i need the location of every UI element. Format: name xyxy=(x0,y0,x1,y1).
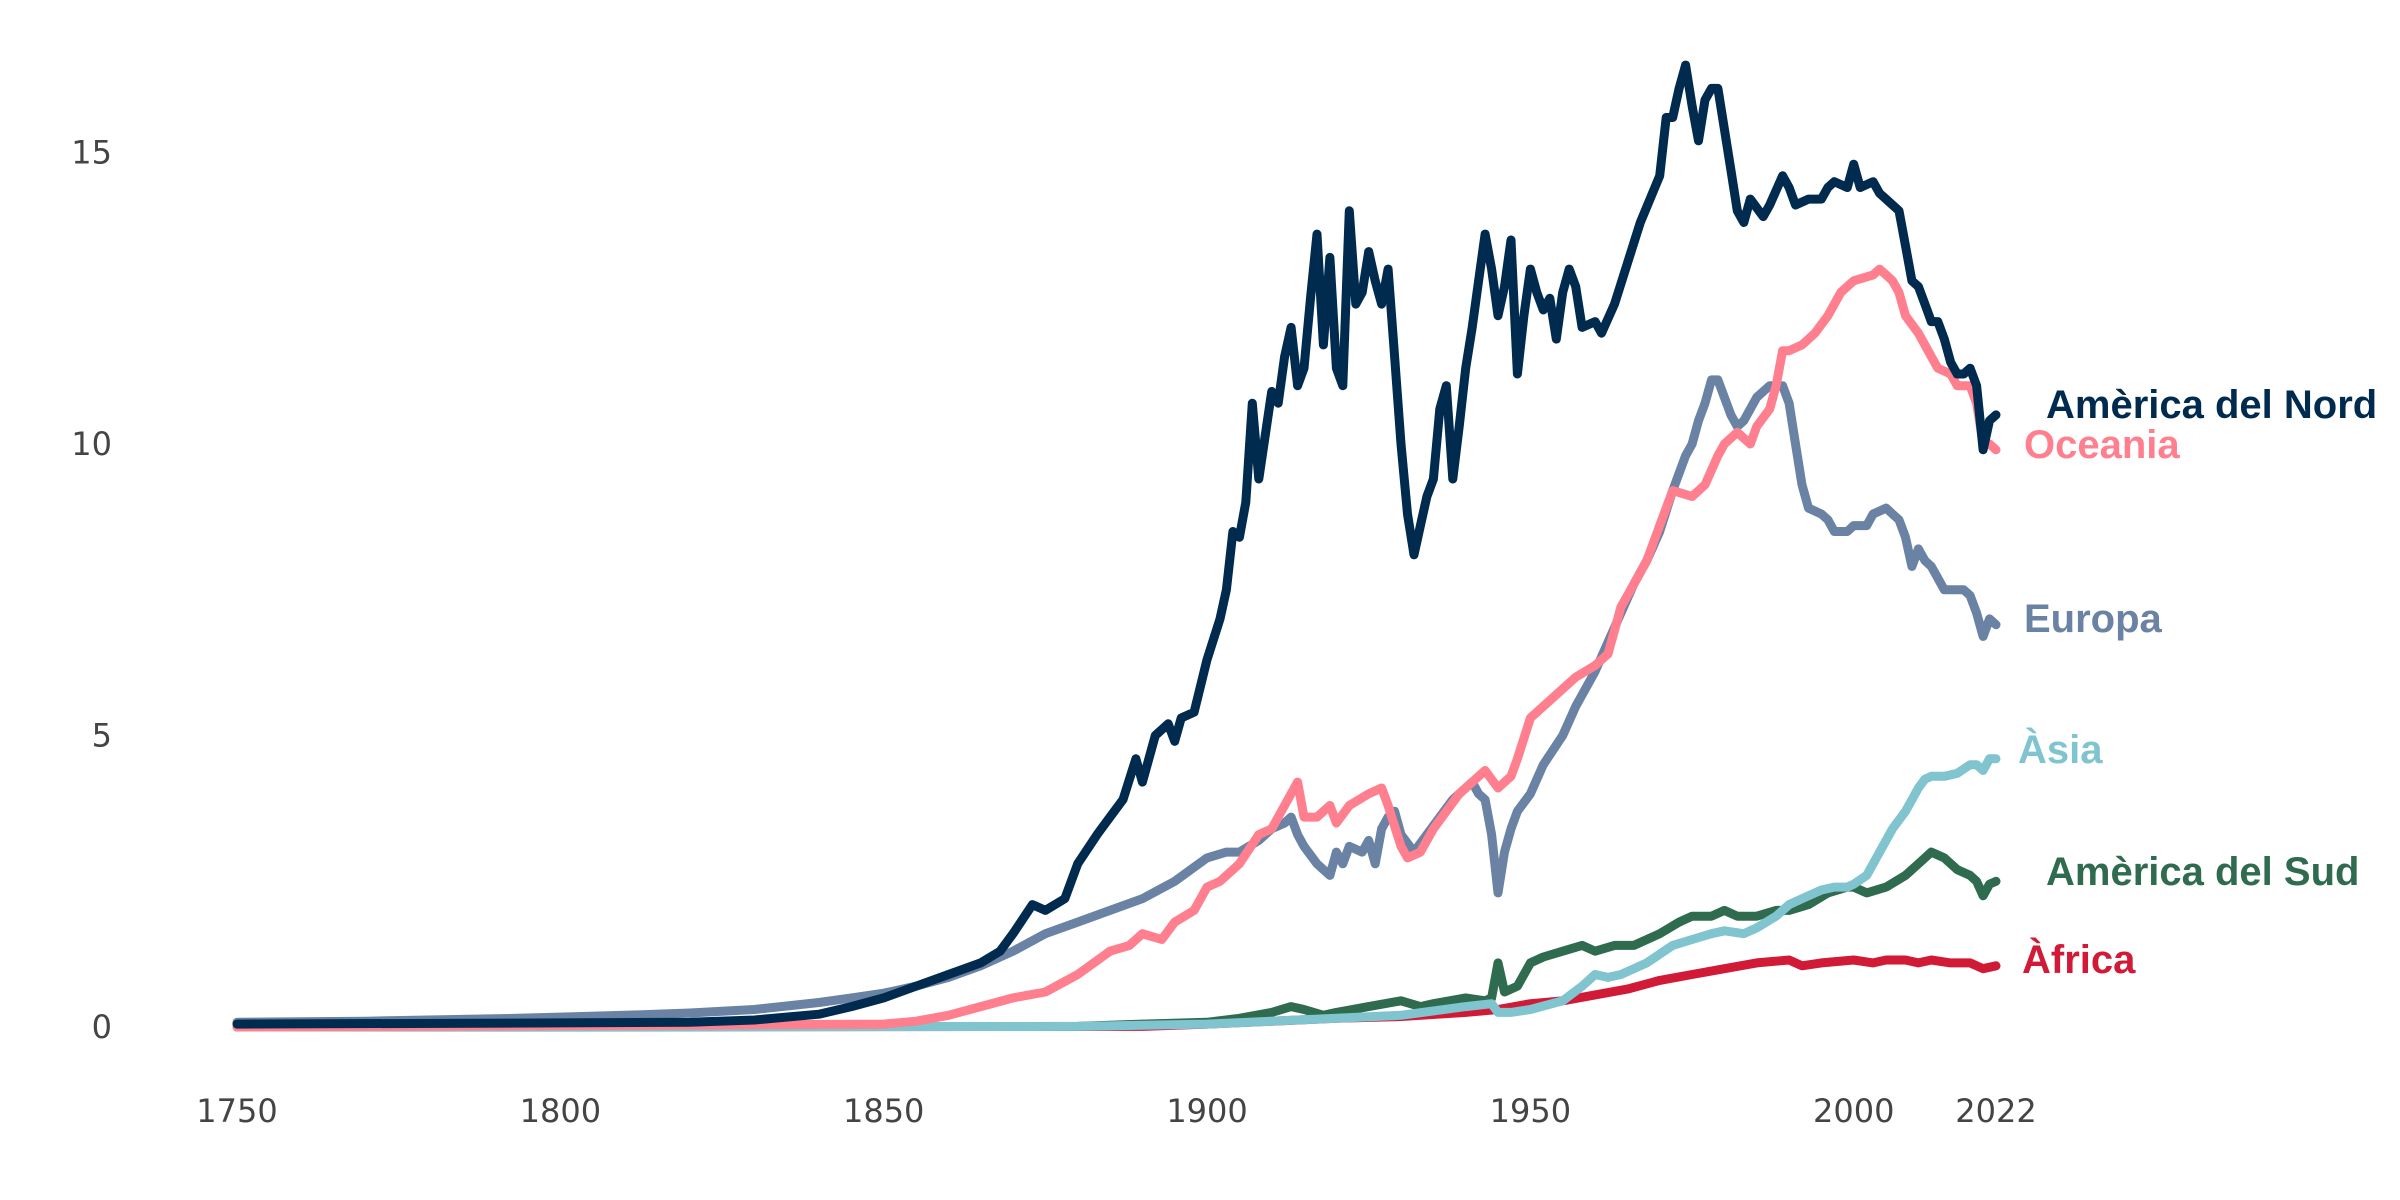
series-line-àsia xyxy=(232,754,2001,1032)
x-tick-label: 1950 xyxy=(1490,1092,1571,1130)
x-tick-label: 1750 xyxy=(196,1092,277,1130)
series-line-amèrica-del-nord xyxy=(232,60,2001,1029)
x-tick-label: 2022 xyxy=(1955,1092,2036,1130)
y-axis-ticks: 0 5 10 15 xyxy=(71,134,112,1047)
y-tick-label: 15 xyxy=(71,134,112,172)
series-label: Amèrica del Sud xyxy=(2046,850,2359,894)
x-axis-ticks: 1750 1800 1850 1900 1950 2000 2022 xyxy=(196,1092,2036,1130)
series-label: Àfrica xyxy=(2022,937,2136,982)
series-line-oceania xyxy=(232,264,2001,1032)
series-line-amèrica-del-sud xyxy=(232,847,2001,1032)
series-label: Amèrica del Nord xyxy=(2046,383,2377,427)
series-line-europa xyxy=(232,375,2001,1027)
series-label: Europa xyxy=(2024,597,2163,641)
y-tick-label: 0 xyxy=(92,1008,112,1046)
series-lines xyxy=(232,60,2001,1032)
series-label: Oceania xyxy=(2024,423,2180,467)
x-tick-label: 1850 xyxy=(843,1092,924,1130)
y-tick-label: 10 xyxy=(71,425,112,463)
series-label: Àsia xyxy=(2018,727,2103,772)
x-tick-label: 2000 xyxy=(1813,1092,1894,1130)
x-tick-label: 1800 xyxy=(520,1092,601,1130)
x-tick-label: 1900 xyxy=(1166,1092,1247,1130)
y-tick-label: 5 xyxy=(92,717,112,755)
